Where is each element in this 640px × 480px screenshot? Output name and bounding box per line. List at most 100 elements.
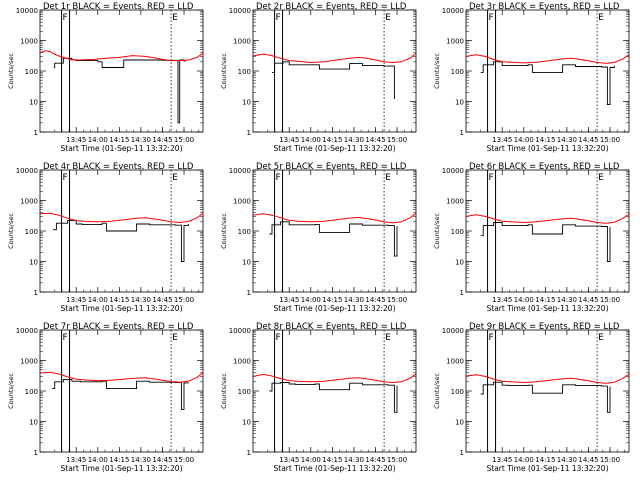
y-tick-label: 100	[238, 388, 251, 396]
y-tick-label: 10000	[229, 167, 251, 175]
x-tick-label: 14:00	[514, 296, 534, 304]
series-events	[53, 57, 186, 124]
x-tick-label: 14:15	[109, 296, 129, 304]
y-tick-label: 1	[460, 449, 464, 457]
x-axis-label: Start Time (01-Sep-11 13:32:20)	[487, 304, 609, 313]
y-axis-label: Counts/sec	[220, 373, 228, 409]
x-axis-label: Start Time (01-Sep-11 13:32:20)	[487, 464, 609, 473]
x-tick-label: 14:45	[152, 136, 172, 144]
x-tick-label: 13:45	[492, 456, 512, 464]
y-tick-label: 1000	[233, 38, 251, 46]
x-tick-label: 14:45	[152, 456, 172, 464]
x-tick-label: 15:00	[174, 136, 194, 144]
y-axis-label: Counts/sec	[433, 373, 441, 409]
y-tick-label: 10	[455, 419, 464, 427]
y-tick-label: 10	[29, 99, 38, 107]
x-tick-label: 14:00	[301, 456, 321, 464]
x-tick-label: 14:45	[365, 296, 385, 304]
panel-title: Det 8r BLACK = Events, RED = LLD	[256, 322, 407, 332]
y-tick-label: 10000	[16, 7, 38, 15]
marker-label-f: F	[489, 173, 494, 183]
marker-label-f: F	[276, 173, 281, 183]
x-tick-label: 14:45	[365, 136, 385, 144]
marker-label-e: E	[385, 13, 391, 23]
x-tick-label: 15:00	[387, 456, 407, 464]
panel-title: Det 9r BLACK = Events, RED = LLD	[469, 322, 620, 332]
x-tick-label: 14:45	[578, 456, 598, 464]
panel-title: Det 1r BLACK = Events, RED = LLD	[43, 2, 194, 12]
marker-label-e: E	[385, 173, 391, 183]
x-tick-label: 14:30	[557, 296, 577, 304]
marker-label-f: F	[489, 13, 494, 23]
marker-label-f: F	[276, 333, 281, 343]
x-axis-label: Start Time (01-Sep-11 13:32:20)	[61, 144, 183, 153]
y-tick-label: 1000	[20, 38, 38, 46]
y-tick-label: 1	[34, 449, 38, 457]
y-axis-label: Counts/sec	[7, 213, 15, 249]
panel-title: Det 7r BLACK = Events, RED = LLD	[43, 322, 194, 332]
panel-title: Det 3r BLACK = Events, RED = LLD	[469, 2, 620, 12]
detector-panel-7: Det 7r BLACK = Events, RED = LLD 1 10 100 10…	[7, 322, 204, 473]
x-tick-label: 14:15	[535, 296, 555, 304]
marker-label-e: E	[172, 13, 178, 23]
y-tick-label: 10	[455, 259, 464, 267]
y-tick-label: 10000	[442, 7, 464, 15]
marker-label-f: F	[63, 13, 68, 23]
x-tick-label: 14:45	[578, 136, 598, 144]
series-events	[52, 220, 189, 262]
y-tick-label: 100	[238, 68, 251, 76]
y-tick-label: 10000	[16, 327, 38, 335]
series-lld	[465, 213, 630, 224]
series-lld	[39, 371, 204, 383]
x-tick-label: 15:00	[174, 456, 194, 464]
x-tick-label: 15:00	[600, 136, 620, 144]
plot-frame	[252, 329, 417, 453]
marker-label-e: E	[598, 333, 604, 343]
x-tick-label: 14:00	[88, 296, 108, 304]
x-tick-label: 14:00	[301, 136, 321, 144]
series-events	[480, 222, 611, 262]
y-tick-label: 1000	[446, 198, 464, 206]
series-lld	[465, 54, 630, 64]
y-tick-label: 10000	[442, 167, 464, 175]
x-tick-label: 14:00	[514, 456, 534, 464]
x-tick-label: 14:15	[535, 456, 555, 464]
plot-frame	[252, 9, 417, 133]
x-tick-label: 14:45	[365, 456, 385, 464]
series-events	[272, 61, 395, 100]
y-tick-label: 100	[25, 388, 38, 396]
x-axis-label: Start Time (01-Sep-11 13:32:20)	[487, 144, 609, 153]
y-tick-label: 1000	[20, 198, 38, 206]
x-tick-label: 13:45	[66, 136, 86, 144]
y-tick-label: 10	[242, 99, 251, 107]
marker-label-e: E	[598, 173, 604, 183]
series-lld	[252, 52, 417, 64]
x-tick-label: 14:30	[131, 296, 151, 304]
y-tick-label: 10	[455, 99, 464, 107]
plot-frame	[465, 9, 630, 133]
y-tick-label: 1000	[20, 358, 38, 366]
y-tick-label: 1	[460, 129, 464, 137]
y-tick-label: 1	[247, 449, 251, 457]
series-lld	[39, 50, 204, 62]
x-axis-label: Start Time (01-Sep-11 13:32:20)	[274, 464, 396, 473]
x-tick-label: 14:30	[557, 456, 577, 464]
y-axis-label: Counts/sec	[220, 53, 228, 89]
y-tick-label: 10000	[229, 327, 251, 335]
plot-frame	[465, 169, 630, 293]
x-axis-label: Start Time (01-Sep-11 13:32:20)	[61, 464, 183, 473]
y-axis-label: Counts/sec	[433, 213, 441, 249]
x-tick-label: 14:30	[344, 296, 364, 304]
y-tick-label: 10000	[442, 327, 464, 335]
x-axis-label: Start Time (01-Sep-11 13:32:20)	[274, 304, 396, 313]
y-tick-label: 1	[34, 129, 38, 137]
plot-frame	[252, 169, 417, 293]
marker-label-f: F	[63, 173, 68, 183]
series-events	[480, 381, 611, 413]
series-lld	[39, 212, 204, 224]
y-axis-label: Counts/sec	[7, 53, 15, 89]
x-tick-label: 14:00	[514, 136, 534, 144]
y-tick-label: 1	[247, 289, 251, 297]
x-tick-label: 15:00	[174, 296, 194, 304]
x-tick-label: 14:15	[109, 456, 129, 464]
